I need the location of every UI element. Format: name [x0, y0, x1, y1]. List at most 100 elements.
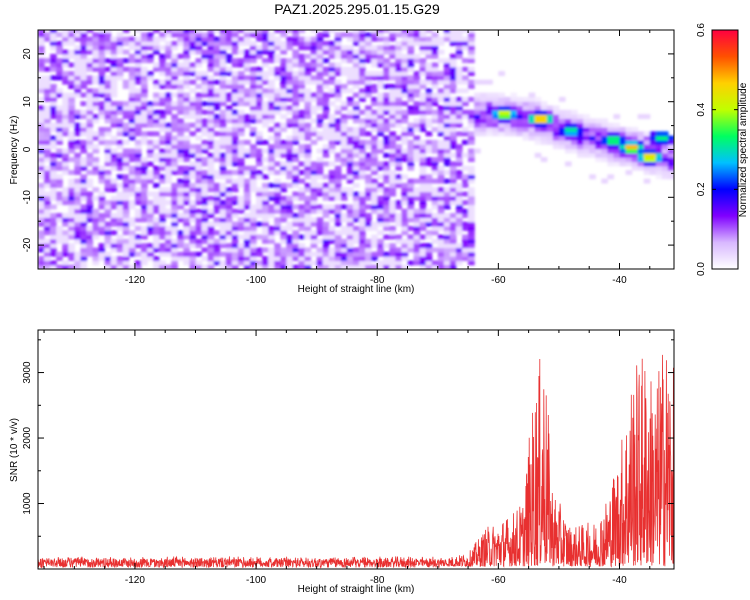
spectrogram-cell — [159, 247, 166, 253]
spectrogram-cell — [419, 264, 427, 269]
spectrogram-cell — [213, 260, 221, 266]
spectrogram-cell — [68, 79, 75, 85]
spectrogram-cell — [292, 88, 300, 94]
spectrogram-cell — [316, 217, 324, 223]
spectrogram-cell — [334, 36, 342, 42]
spectrogram-cell — [413, 234, 421, 240]
spectrogram-cell — [171, 200, 178, 206]
spectrogram-cell — [128, 101, 136, 107]
spectrogram-cell — [346, 221, 354, 227]
spectrogram-cell — [50, 187, 57, 193]
spectrogram-cell — [443, 204, 451, 210]
spectrogram-cell — [577, 148, 584, 154]
spectrogram-cell — [38, 109, 45, 115]
spectrogram-cell — [443, 122, 451, 128]
spectrogram-cell — [68, 187, 75, 193]
spectrogram-cell — [219, 127, 227, 132]
spectrogram-cell — [377, 49, 384, 55]
spectrogram-cell — [68, 204, 75, 210]
spectrogram-cell — [383, 217, 390, 223]
spectrogram-cell — [316, 101, 324, 107]
spectrogram-cell — [401, 66, 409, 72]
spectrogram-cell — [38, 191, 45, 197]
spectrogram-cell — [352, 114, 360, 120]
spectrogram-cell — [607, 161, 615, 167]
spectrogram-cell — [159, 157, 166, 163]
spectrogram-cell — [134, 58, 142, 64]
spectrogram-cell — [44, 127, 51, 132]
spectrogram-cell — [268, 182, 275, 188]
spectrogram-cell — [171, 30, 178, 33]
spectrogram-cell — [346, 217, 354, 223]
spectrogram-cell — [56, 62, 63, 68]
spectrogram-cell — [159, 53, 166, 59]
spectrogram-cell — [443, 62, 451, 68]
spectrogram-cell — [407, 62, 415, 68]
spectrogram-cell — [68, 36, 75, 42]
spectrogram-cell — [134, 101, 142, 107]
spectrogram-cell — [219, 40, 227, 46]
spectrogram-cell — [498, 105, 505, 111]
spectrogram-cell — [201, 118, 209, 124]
spectrogram-cell — [462, 114, 469, 120]
spectrogram-cell — [352, 213, 360, 218]
spectrogram-cell — [449, 62, 457, 68]
spectrogram-cell — [371, 32, 378, 38]
spectrogram-cell — [334, 170, 342, 175]
spectrogram-cell — [468, 32, 475, 38]
spectrogram-cell — [407, 238, 415, 244]
spectrogram-cell — [225, 174, 233, 180]
spectrogram-cell — [250, 152, 257, 158]
spectrogram-cell — [250, 165, 257, 171]
spectrogram-cell — [195, 165, 203, 171]
spectrogram-cell — [395, 204, 403, 210]
spectrogram-cell — [431, 101, 439, 107]
spectrogram-cell — [147, 118, 154, 124]
spectrogram-cell — [328, 247, 336, 253]
spectrogram-cell — [92, 157, 100, 163]
spectrogram-cell — [116, 234, 124, 240]
spectrogram-cell — [243, 58, 251, 64]
spectrogram-cell — [134, 148, 142, 154]
spectrogram-cell — [365, 174, 372, 180]
spectrogram-cell — [140, 225, 148, 231]
spectrogram-cell — [383, 135, 390, 141]
spectrogram-cell — [322, 243, 330, 249]
spectrogram-cell — [365, 161, 372, 167]
spectrogram-cell — [462, 40, 469, 46]
spectrogram-cell — [395, 62, 403, 68]
spectrogram-cell — [165, 62, 172, 68]
spectrogram-cell — [510, 105, 518, 111]
spectrogram-cell — [522, 131, 530, 137]
spectrogram-cell — [322, 135, 330, 141]
spectrogram-cell — [371, 170, 378, 175]
spectrogram-cell — [231, 182, 239, 188]
spectrogram-cell — [540, 122, 548, 128]
spectrogram-cell — [213, 243, 221, 249]
spectrogram-cell — [492, 96, 499, 102]
spectrogram-cell — [219, 109, 227, 115]
spectrogram-cell — [243, 49, 251, 55]
spectrogram-cell — [183, 234, 191, 240]
spectrogram-cell — [504, 131, 512, 137]
spectrogram-cell — [298, 247, 306, 253]
spectrogram-cell — [286, 247, 293, 253]
spectrogram-cell — [413, 238, 421, 244]
spectrogram-cell — [86, 135, 94, 141]
spectrogram-cell — [256, 174, 263, 180]
spectrogram-cell — [38, 217, 45, 223]
spectrogram-cell — [134, 152, 142, 158]
spectrogram-cell — [577, 127, 584, 132]
spectrogram-cell — [352, 71, 360, 77]
spectrogram-cell — [365, 213, 372, 218]
spectrogram-cell — [298, 66, 306, 72]
spectrogram-cell — [328, 195, 336, 201]
spectrogram-cell — [134, 66, 142, 72]
spectrogram-cell — [219, 200, 227, 206]
spectrogram-cell — [298, 131, 306, 137]
spectrogram-cell — [407, 79, 415, 85]
spectrogram-cell — [431, 36, 439, 42]
spectrogram-cell — [571, 122, 578, 128]
spectrogram-cell — [298, 178, 306, 184]
spectrogram-cell — [153, 109, 160, 115]
